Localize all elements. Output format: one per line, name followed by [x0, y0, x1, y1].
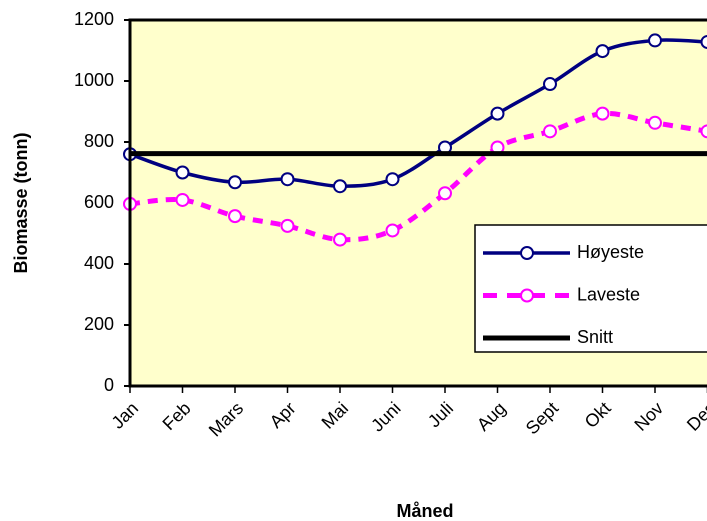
point [700, 34, 707, 49]
point [228, 209, 242, 224]
y-tick-label: 600 [84, 192, 114, 212]
point [333, 232, 347, 247]
point [333, 179, 347, 194]
y-axis-title: Biomasse (tonn) [11, 132, 31, 273]
point [595, 44, 610, 59]
x-tick-label: Des [683, 398, 707, 435]
x-tick-label: Okt [581, 398, 615, 432]
point [175, 192, 190, 207]
point [648, 33, 662, 48]
point [280, 218, 295, 233]
x-tick-label: Juni [367, 398, 404, 435]
legend-marker [520, 288, 534, 303]
y-tick-label: 0 [104, 375, 114, 395]
legend-label: Snitt [577, 327, 613, 347]
y-tick-label: 800 [84, 131, 114, 151]
legend-marker [520, 246, 534, 260]
x-tick-label: Feb [159, 398, 195, 434]
point [490, 106, 505, 121]
point [648, 115, 662, 130]
y-tick-label: 400 [84, 253, 114, 273]
x-tick-label: Mars [205, 398, 247, 440]
point [175, 165, 190, 180]
x-tick-label: Juli [424, 398, 457, 431]
x-tick-label: Aug [473, 398, 510, 435]
x-tick-label: Mai [318, 398, 353, 433]
legend-label: Høyeste [577, 242, 644, 262]
point [595, 106, 610, 121]
point [543, 77, 557, 92]
x-tick-label: Nov [630, 398, 667, 435]
point [700, 124, 707, 139]
y-tick-label: 1000 [74, 70, 114, 90]
point [543, 124, 557, 139]
point [438, 186, 452, 201]
x-tick-label: Sept [522, 398, 562, 438]
legend-label: Laveste [577, 284, 640, 304]
point [385, 223, 400, 238]
y-tick-label: 200 [84, 314, 114, 334]
x-axis-title: Måned [396, 501, 453, 521]
legend-box [474, 224, 707, 353]
point [228, 175, 242, 190]
x-tick-label: Apr [266, 398, 300, 432]
point [385, 172, 400, 187]
point [280, 172, 295, 187]
x-tick-label: Jan [108, 398, 143, 433]
y-tick-label: 1200 [74, 9, 114, 29]
